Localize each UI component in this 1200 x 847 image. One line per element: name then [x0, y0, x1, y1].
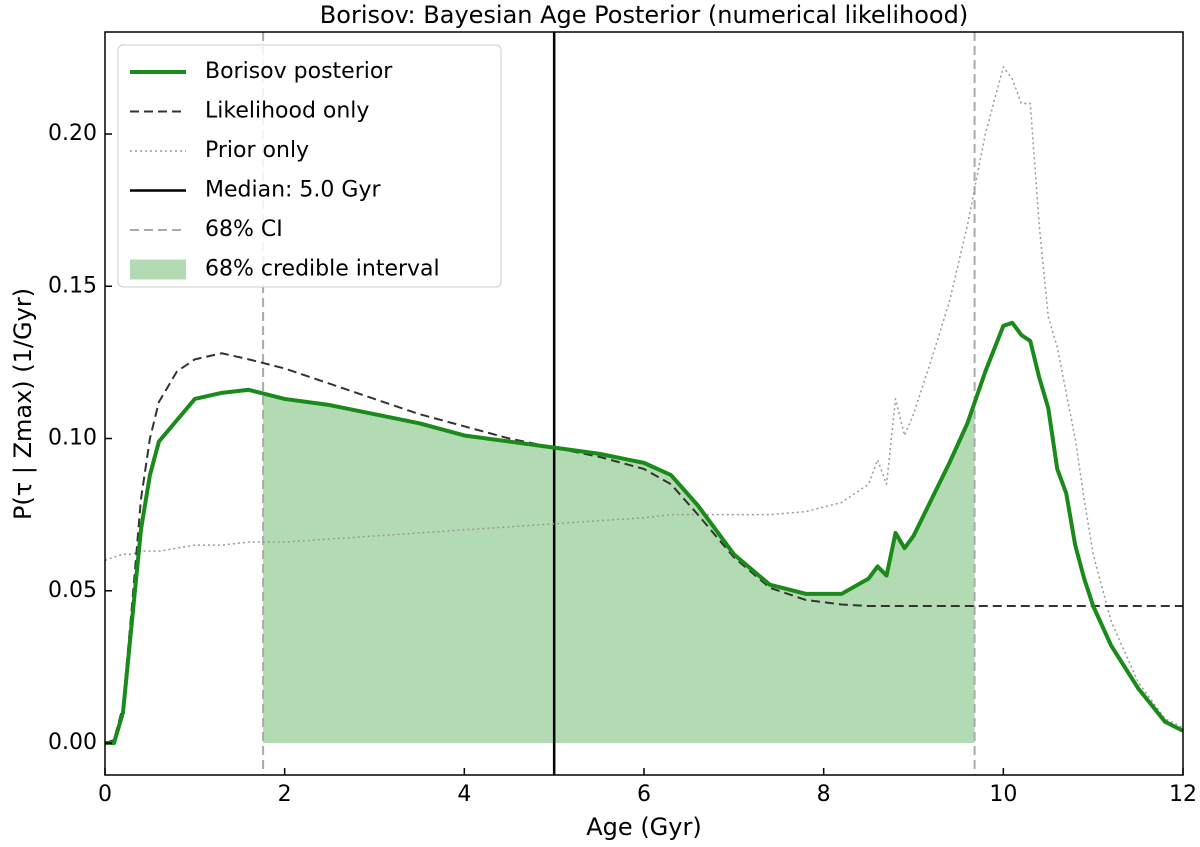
x-tick-label: 12 [1169, 782, 1197, 807]
y-axis-label: P(τ | Zmax) (1/Gyr) [9, 288, 37, 520]
legend-label: Likelihood only [205, 99, 369, 124]
x-tick-label: 6 [637, 782, 651, 807]
x-axis-label: Age (Gyr) [586, 813, 701, 841]
legend-box [117, 44, 502, 288]
legend-label: 68% CI [205, 217, 283, 242]
legend-label: Median: 5.0 Gyr [205, 178, 381, 203]
y-tick-label: 0.05 [48, 578, 97, 603]
x-tick-label: 8 [817, 782, 831, 807]
y-tick-label: 0.10 [48, 426, 97, 451]
legend-swatch [130, 259, 186, 280]
credible-interval-area [263, 393, 975, 744]
x-tick-label: 2 [278, 782, 292, 807]
legend-label: Borisov posterior [205, 59, 393, 84]
chart-title: Borisov: Bayesian Age Posterior (numeric… [320, 1, 968, 29]
x-tick-label: 10 [989, 782, 1017, 807]
y-tick-label: 0.20 [48, 121, 97, 146]
legend-label: Prior only [205, 138, 309, 163]
x-tick-label: 4 [457, 782, 471, 807]
series-line [104, 352, 1183, 744]
series-line [105, 320, 1184, 746]
y-tick-label: 0.15 [48, 273, 97, 298]
legend-label: 68% credible interval [205, 257, 440, 282]
series-line [104, 66, 1184, 729]
y-tick-label: 0.00 [48, 730, 97, 755]
x-tick-label: 0 [98, 782, 112, 807]
